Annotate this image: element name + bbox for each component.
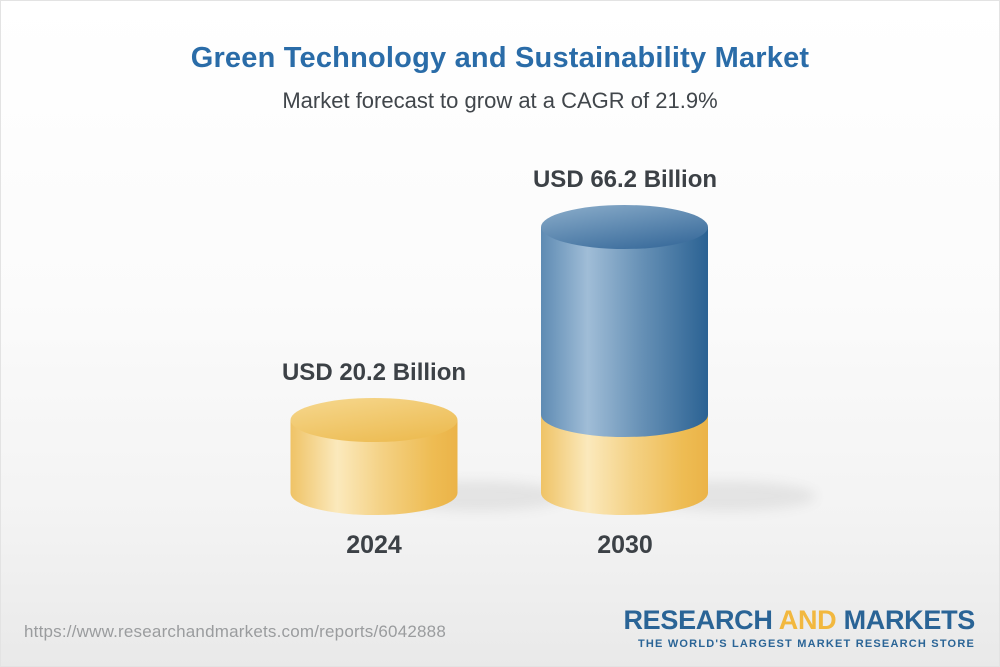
bar-2024-cylinder — [290, 398, 458, 515]
logo-word-research: RESEARCH — [623, 605, 773, 635]
value-label-2030: USD 66.2 Billion — [532, 166, 718, 193]
research-and-markets-logo: RESEARCH AND MARKETS THE WORLD'S LARGEST… — [623, 607, 975, 651]
page-title: Green Technology and Sustainability Mark… — [190, 42, 810, 74]
logo-tagline: THE WORLD'S LARGEST MARKET RESEARCH STOR… — [637, 638, 975, 650]
logo-wordmark: RESEARCH AND MARKETS — [623, 607, 975, 634]
category-label-2030: 2030 — [597, 531, 653, 559]
logo-word-and: AND — [778, 605, 837, 635]
value-label-2024: USD 20.2 Billion — [281, 359, 467, 386]
page-subtitle: Market forecast to grow at a CAGR of 21.… — [282, 88, 718, 113]
bar-2030-blue-segment — [541, 227, 708, 437]
bar-2030-yellow-base — [541, 415, 708, 515]
logo-word-markets: MARKETS — [843, 605, 976, 635]
category-label-2024: 2024 — [346, 531, 402, 559]
bar-2030-cylinder — [541, 205, 708, 515]
source-url: https://www.researchandmarkets.com/repor… — [24, 622, 446, 641]
